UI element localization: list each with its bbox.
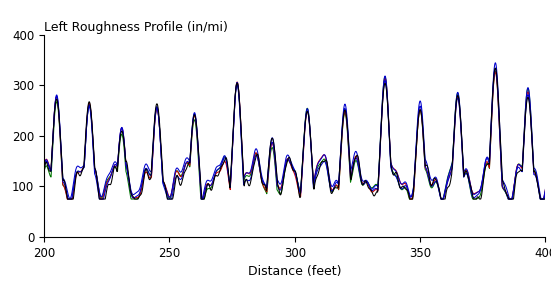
Text: Left Roughness Profile (in/mi): Left Roughness Profile (in/mi): [44, 21, 228, 34]
X-axis label: Distance (feet): Distance (feet): [248, 265, 342, 278]
